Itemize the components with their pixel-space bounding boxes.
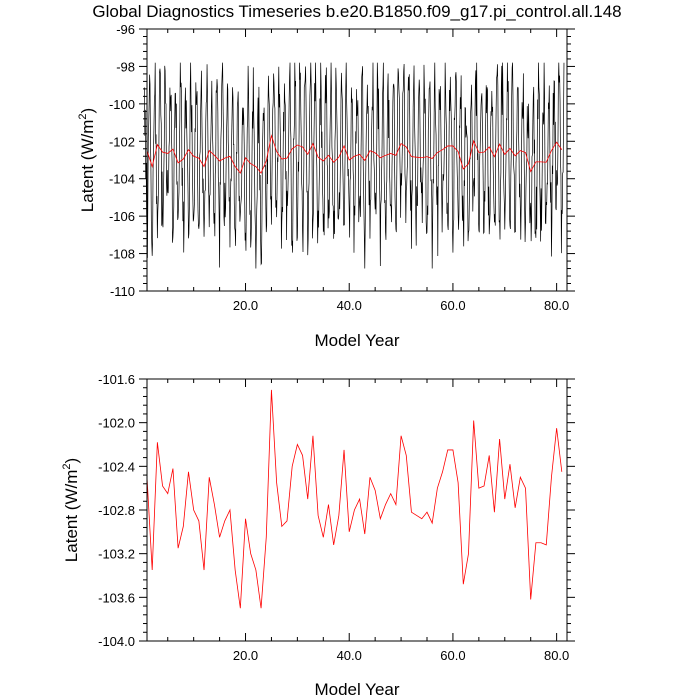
y-axis-title: Latent (W/m2): [61, 458, 81, 562]
chart-title: Global Diagnostics Timeseries b.e20.B185…: [92, 2, 621, 21]
y-tick-label: -108: [109, 247, 135, 262]
bottom-plot: 20.0 40.0 60.0 80.0 -101.6 -102.0 -102.4 -102.8…: [61, 372, 575, 699]
y-tick-label: -104.0: [98, 634, 135, 649]
annual-series-line: [146, 389, 563, 609]
y-tick-label: -102.4: [98, 459, 135, 474]
x-tick-label: 60.0: [440, 298, 465, 313]
y-tick-label: -100: [109, 97, 135, 112]
y-tick-label: -98: [116, 59, 135, 74]
x-tick-label: 80.0: [544, 648, 569, 663]
y-tick-label: -103.6: [98, 590, 135, 605]
plot-frame: [146, 28, 568, 292]
monthly-series-line: [144, 62, 565, 269]
y-tick-label: -102.8: [98, 503, 135, 518]
y-tick-label: -104: [109, 172, 135, 187]
y-tick-label: -101.6: [98, 372, 135, 387]
y-tick-label: -102.0: [98, 416, 135, 431]
x-tick-label: 20.0: [233, 298, 258, 313]
plot-frame: [146, 378, 568, 642]
y-tick-label: -106: [109, 209, 135, 224]
x-tick-label: 60.0: [440, 648, 465, 663]
x-tick-label: 40.0: [337, 298, 362, 313]
x-axis-title: Model Year: [314, 331, 399, 350]
y-axis-title: Latent (W/m2): [77, 108, 97, 212]
x-axis-title: Model Year: [314, 680, 399, 699]
x-tick-label: 20.0: [233, 648, 258, 663]
y-tick-label: -103.2: [98, 547, 135, 562]
y-tick-label: -110: [110, 284, 135, 299]
y-tick-label: -102: [109, 134, 135, 149]
y-tick-label: -96: [116, 22, 135, 37]
x-tick-label: 80.0: [544, 298, 569, 313]
annual-series-line: [146, 134, 563, 174]
top-plot: 20.0 40.0 60.0 80.0 -96 -98 -100 -102 -104 -106 -1…: [77, 22, 575, 350]
x-tick-label: 40.0: [337, 648, 362, 663]
